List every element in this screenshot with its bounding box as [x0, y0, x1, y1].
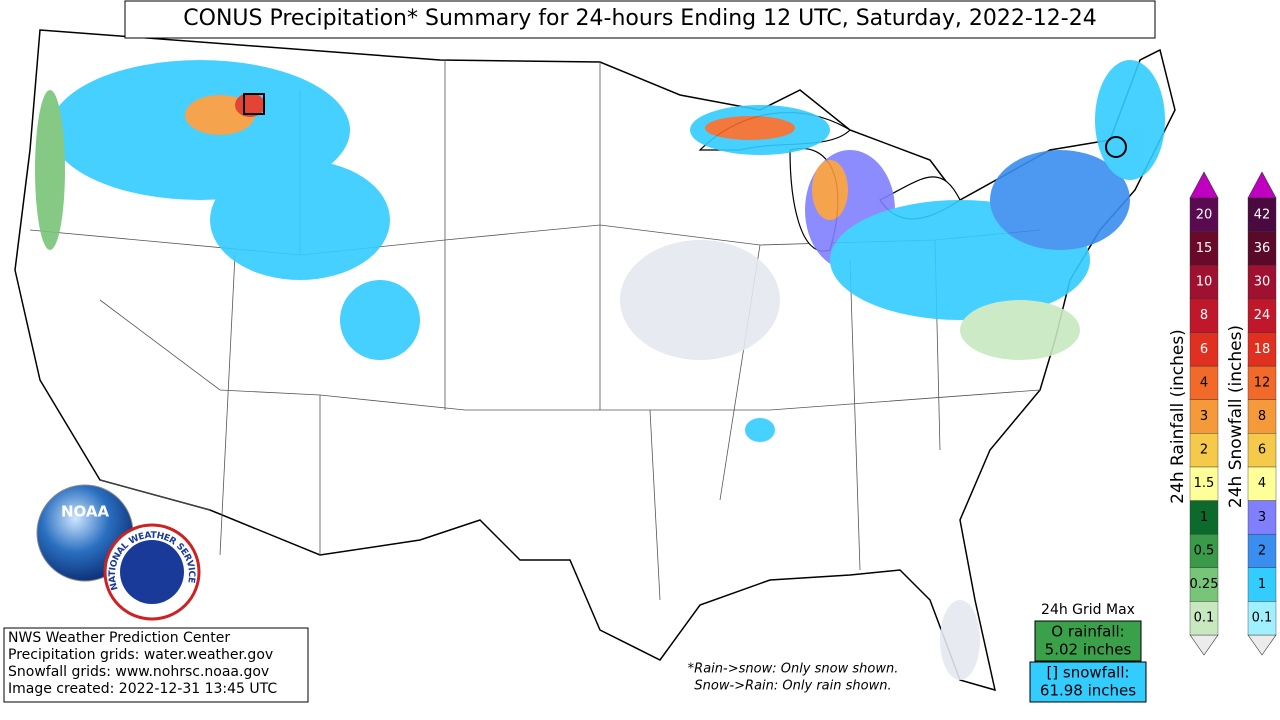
rain-max-value: 5.02 inches: [1045, 641, 1132, 659]
colorbar-segment: [1247, 231, 1277, 266]
colorbar-segment: [1247, 399, 1277, 434]
colorbar-segment: [1247, 332, 1277, 367]
colorbar-segment: [1189, 197, 1219, 232]
title: CONUS Precipitation* Summary for 24-hour…: [183, 6, 1096, 31]
colorbar-segment: [1247, 500, 1277, 535]
colorbar-tick-label: 30: [1254, 275, 1271, 290]
snow-max-value: 61.98 inches: [1040, 682, 1136, 700]
colorbar-label: 24h Snowfall (inches): [1226, 325, 1246, 508]
colorbar-tick-label: 1: [1258, 577, 1266, 592]
snow-max-label: [] snowfall:: [1046, 664, 1129, 682]
colorbar-tick-label: 1: [1200, 510, 1208, 525]
colorbar-segment: [1189, 433, 1219, 468]
note: Snow->Rain: Only rain shown.: [694, 679, 891, 694]
colorbar-tick-label: 4: [1258, 476, 1266, 491]
colorbar-tick-label: 36: [1254, 241, 1271, 256]
colorbar-segment: [1189, 231, 1219, 266]
colorbars: 0.1 0.25 0.5 1 1.5 2 3 4 6 8 10 15 20 24h Rainfall (i…: [1168, 171, 1277, 656]
colorbar-tick-label: 6: [1200, 342, 1208, 357]
colorbar-tick-label: 1.5: [1194, 476, 1215, 491]
colorbar-segment: [1189, 365, 1219, 400]
colorbar-tick-label: 12: [1254, 375, 1271, 390]
colorbar-tick-label: 0.1: [1252, 611, 1273, 626]
colorbar-tick-label: 8: [1258, 409, 1266, 424]
colorbar-segment: [1189, 466, 1219, 501]
colorbar-tick-label: 15: [1196, 241, 1213, 256]
title-box: [124, 0, 1156, 39]
colorbar-label: 24h Rainfall (inches): [1168, 329, 1188, 504]
colorbar-segment: [1189, 533, 1219, 568]
colorbar-tick-label: 18: [1254, 342, 1271, 357]
colorbar-tick-label: 0.5: [1194, 543, 1215, 558]
colorbar-segment: [1189, 500, 1219, 535]
colorbar-segment: [1247, 533, 1277, 568]
colorbar-segment: [1247, 466, 1277, 501]
colorbar-tick-label: 0.25: [1190, 577, 1219, 592]
logos: NOAA NATIONAL WEATHER SERVICE: [36, 484, 201, 621]
colorbar-segment: [1247, 298, 1277, 333]
colorbar-segment: [1189, 298, 1219, 333]
info-line: NWS Weather Prediction Center: [8, 630, 230, 646]
colorbar-segment: [1189, 567, 1219, 602]
max-snow-marker: [243, 93, 265, 115]
colorbar-tick-label: 2: [1258, 543, 1266, 558]
colorbar-tick-label: 3: [1200, 409, 1208, 424]
colorbar-segment: [1247, 567, 1277, 602]
snow-max-box: [1029, 661, 1147, 703]
colorbar-segment: [1189, 601, 1219, 636]
rain-max-box: [1034, 620, 1142, 662]
colorbar-segment: [1247, 601, 1277, 636]
colorbar-tick-label: 3: [1258, 510, 1266, 525]
colorbar-tick-label: 42: [1254, 207, 1271, 222]
noaa-text: NOAA: [61, 503, 110, 521]
colorbar-segment: [1189, 399, 1219, 434]
colorbar-tick-label: 10: [1196, 275, 1213, 290]
info-line: Precipitation grids: water.weather.gov: [8, 647, 273, 663]
colorbar-tick-label: 8: [1200, 308, 1208, 323]
precip-shading: [35, 60, 1165, 680]
colorbar-tick-label: 24: [1254, 308, 1271, 323]
info-line: Image created: 2022-12-31 13:45 UTC: [8, 681, 277, 697]
colorbar-segment: [1189, 332, 1219, 367]
colorbar-tick-label: 0.1: [1194, 611, 1215, 626]
colorbar-tick-label: 4: [1200, 375, 1208, 390]
colorbar-segment: [1247, 197, 1277, 232]
info-line: Snowfall grids: www.nohrsc.noaa.gov: [8, 664, 269, 680]
nws-inner: [120, 540, 184, 604]
max-rain-marker: [1105, 136, 1127, 158]
colorbar-tick-label: 6: [1258, 443, 1266, 458]
colorbar-segment: [1247, 365, 1277, 400]
note: *Rain->snow: Only snow shown.: [688, 662, 899, 677]
grid-max-title: 24h Grid Max: [1041, 602, 1135, 618]
info-box: [3, 627, 309, 703]
info-lines: NWS Weather Prediction CenterPrecipitati…: [8, 630, 277, 697]
colorbar-tick-label: 2: [1200, 443, 1208, 458]
colorbar-segment: [1189, 265, 1219, 300]
rain-max-label: O rainfall:: [1051, 623, 1124, 641]
colorbar-tick-label: 20: [1196, 207, 1213, 222]
